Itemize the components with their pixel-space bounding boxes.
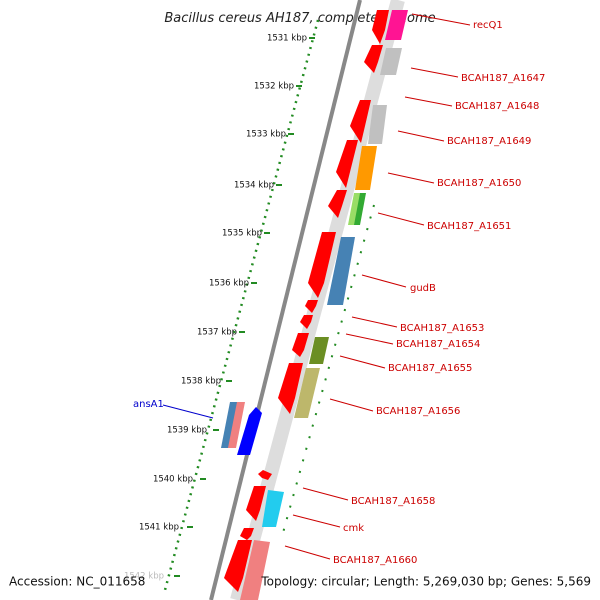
inner-track-line	[280, 204, 375, 541]
ruler-tick-label: 1538 kbp	[181, 377, 221, 387]
leader-line	[329, 398, 374, 412]
gene-label-BCAH187_A1658: BCAH187_A1658	[351, 496, 435, 507]
map-title: Bacillus cereus AH187, complete genome	[164, 11, 435, 26]
leader-line	[162, 404, 214, 419]
gene-label-BCAH187_A1654: BCAH187_A1654	[396, 339, 480, 350]
cds-arrow	[336, 140, 358, 188]
topology-text: Topology: circular; Length: 5,269,030 bp…	[260, 575, 591, 589]
leader-line	[411, 13, 471, 26]
cds-strand-1	[224, 10, 389, 592]
gene-label-BCAH187_A1655: BCAH187_A1655	[388, 363, 472, 374]
ruler-tick-label: 1540 kbp	[153, 475, 193, 485]
gene-label-BCAH187_A1647: BCAH187_A1647	[461, 73, 545, 84]
gene-label-cmk: cmk	[343, 523, 364, 534]
feature-block-orange	[355, 146, 377, 190]
leader-line	[284, 545, 331, 560]
cds-arrow	[246, 486, 266, 521]
ruler-ticks: 1531 kbp 1532 kbp 1533 kbp 1534 kbp 1535…	[124, 34, 315, 582]
feature-block-pink	[385, 10, 408, 40]
ruler-tick-label: 1535 kbp	[222, 229, 262, 239]
cds-arrow	[300, 315, 313, 329]
feature-block-steelblue	[221, 402, 238, 448]
ruler-tick-label: 1539 kbp	[167, 426, 207, 436]
ruler-tick-label: 1537 kbp	[197, 328, 237, 338]
feature-block-green	[354, 193, 366, 225]
label-leaders	[162, 13, 471, 560]
gene-label-BCAH187_A1656: BCAH187_A1656	[376, 406, 460, 417]
cds-arrow	[364, 45, 383, 73]
ruler-tick-label: 1541 kbp	[139, 523, 179, 533]
cds-arrow	[292, 333, 309, 357]
gene-label-recQ1: recQ1	[473, 20, 503, 31]
genome-backbone	[209, 0, 362, 600]
leader-line	[345, 333, 394, 345]
feature-block-gray	[368, 105, 387, 144]
ruler-tick-label: 1542 kbp	[124, 572, 164, 582]
cds-arrow	[350, 100, 371, 143]
feature-block-olive	[309, 337, 329, 364]
cds-arrow	[372, 10, 389, 44]
accession-text: Accession: NC_011658	[9, 575, 145, 589]
cds-arrow	[258, 470, 272, 480]
ruler-tick-label: 1532 kbp	[254, 82, 294, 92]
leader-line	[302, 487, 349, 501]
leader-line	[404, 96, 453, 107]
cds-arrow	[308, 232, 336, 298]
feature-block-lightpink	[240, 540, 270, 600]
gene-label-BCAH187_A1651: BCAH187_A1651	[427, 221, 511, 232]
ruler-line	[163, 19, 320, 591]
leader-line	[410, 67, 459, 78]
ruler-tick-label: 1533 kbp	[246, 130, 286, 140]
gene-label-gudB: gudB	[410, 283, 436, 294]
gene-label-BCAH187_A1649: BCAH187_A1649	[447, 136, 531, 147]
cds-arrow	[328, 190, 347, 218]
ruler-tick-label: 1534 kbp	[234, 181, 274, 191]
cds-arrow	[224, 540, 252, 592]
leader-line	[351, 316, 398, 328]
gene-labels: recQ1 BCAH187_A1647 BCAH187_A1648 BCAH18…	[133, 20, 545, 566]
feature-block-khaki	[294, 368, 320, 418]
leader-line	[339, 355, 386, 369]
leader-line	[377, 212, 425, 226]
gene-label-BCAH187_A1650: BCAH187_A1650	[437, 178, 521, 189]
leader-line	[361, 274, 407, 288]
gene-label-BCAH187_A1660: BCAH187_A1660	[333, 555, 417, 566]
gene-label-BCAH187_A1653: BCAH187_A1653	[400, 323, 484, 334]
ansA1-cluster	[221, 402, 262, 455]
feature-block-cyan	[262, 490, 284, 527]
feature-block-steelblue	[327, 237, 355, 305]
feature-strand-2	[240, 10, 408, 600]
cds-arrow	[305, 300, 318, 313]
ruler-tick-label: 1536 kbp	[209, 279, 249, 289]
leader-line	[387, 172, 435, 184]
feature-block-gray	[380, 48, 402, 75]
gene-label-BCAH187_A1648: BCAH187_A1648	[455, 101, 539, 112]
gene-label-ansA1: ansA1	[133, 399, 164, 410]
leader-line	[292, 514, 341, 528]
cds-arrow	[240, 528, 254, 540]
cds-arrow	[278, 363, 303, 414]
ruler-tick-label: 1531 kbp	[267, 34, 307, 44]
feature-block-blue	[237, 407, 262, 455]
feature-block-lightpink	[228, 402, 245, 448]
leader-line	[397, 130, 445, 142]
